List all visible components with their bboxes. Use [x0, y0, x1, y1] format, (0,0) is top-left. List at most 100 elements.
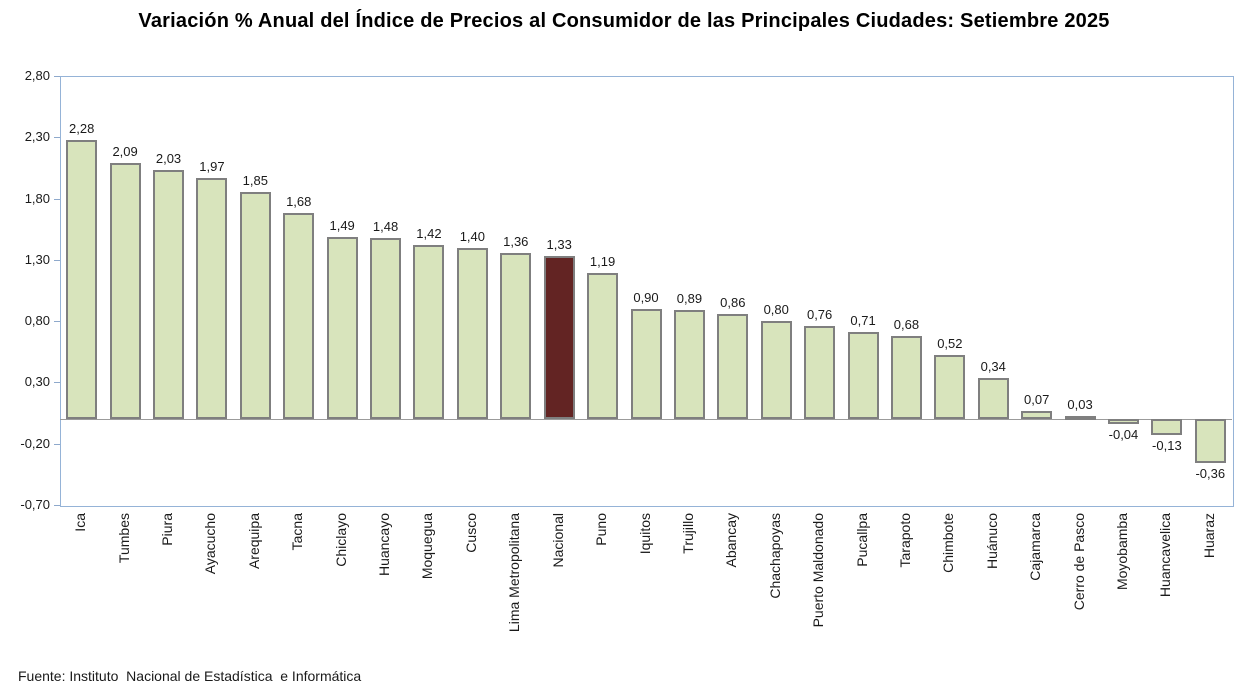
bar-piura [153, 170, 185, 420]
bar-cerro-de-pasco [1064, 415, 1096, 420]
y-tick-mark [54, 76, 60, 77]
chart-title: Variación % Anual del Índice de Precios … [138, 10, 1110, 32]
zero-axis-line [60, 419, 1232, 421]
bar-value-label: 0,90 [633, 289, 659, 305]
x-tick-label: Tacna [289, 513, 306, 551]
bar-value-label: 2,28 [69, 120, 95, 136]
y-tick-label: 1,30 [24, 251, 50, 267]
bar-value-label: 0,80 [763, 302, 789, 318]
bar-value-label: 1,19 [589, 254, 616, 270]
bar-ayacucho [196, 177, 228, 420]
bar-value-label: 0,52 [937, 336, 963, 352]
x-tick-label: Abancay [723, 513, 740, 568]
bar-value-label: -0,13 [1152, 438, 1182, 454]
x-tick-label: Lima Metropolitana [506, 513, 523, 633]
x-tick-label: Cusco [462, 513, 479, 553]
x-tick-label: Chimbote [940, 513, 957, 573]
bar-value-label: 2,03 [155, 151, 182, 167]
bar-value-label: 0,07 [1024, 391, 1050, 407]
bar-huancayo [370, 237, 402, 420]
y-tick-label: 1,80 [24, 190, 50, 206]
bar-value-label: 0,71 [850, 313, 876, 329]
bar-value-label: 1,42 [416, 226, 442, 242]
source-note: Fuente: Instituto Nacional de Estadístic… [18, 668, 362, 684]
y-tick-mark [54, 321, 60, 323]
bar-ica [66, 139, 98, 420]
bar-value-label: 1,48 [372, 218, 399, 234]
bar-cusco [456, 247, 488, 420]
y-tick-label: 0,30 [24, 374, 50, 390]
y-tick-mark [54, 505, 60, 506]
bar-value-label: 1,33 [546, 237, 572, 253]
x-tick-label: Tumbes [115, 513, 132, 564]
x-tick-label: Chachapoyas [766, 513, 783, 599]
bar-value-label: 1,40 [459, 228, 486, 244]
x-tick-label: Moyobamba [1113, 513, 1130, 591]
bar-huaraz [1194, 419, 1226, 464]
bar-value-label: -0,36 [1195, 466, 1226, 482]
x-tick-label: Chiclayo [332, 513, 349, 567]
bar-value-label: 1,68 [286, 194, 312, 210]
y-tick-label: 0,80 [24, 313, 50, 329]
x-tick-label: Cerro de Pasco [1070, 513, 1087, 611]
bar-chimbote [934, 355, 966, 420]
bar-chachapoyas [760, 321, 792, 420]
y-tick-mark [54, 198, 60, 200]
y-tick-label: -0,20 [20, 435, 50, 451]
x-tick-label: Piura [159, 513, 176, 546]
y-tick-label: -0,70 [20, 497, 50, 512]
bar-value-label: 0,76 [806, 307, 833, 323]
y-tick-mark [54, 259, 60, 261]
x-tick-label: Arequipa [245, 513, 262, 570]
y-tick-label: 2,80 [24, 68, 50, 83]
x-tick-label: Puno [593, 513, 610, 546]
bar-value-label: 0,89 [676, 291, 703, 307]
y-tick-label: 2,30 [24, 129, 50, 145]
bar-value-label: 2,09 [112, 144, 138, 160]
y-tick-mark [54, 382, 60, 384]
y-tick-mark [54, 443, 60, 445]
x-tick-label: Huaraz [1200, 513, 1217, 559]
bar-huancavelica [1151, 419, 1183, 436]
bar-value-label: 0,86 [720, 294, 746, 310]
bar-hu-nuco [977, 377, 1009, 420]
bar-arequipa [239, 192, 271, 420]
x-tick-label: Cajamarca [1027, 513, 1044, 581]
x-tick-label: Huancavelica [1157, 513, 1174, 598]
x-tick-label: Huánuco [983, 513, 1000, 570]
bar-value-label: 1,49 [329, 217, 355, 233]
bar-iquitos [630, 308, 662, 420]
bar-nacional [543, 256, 575, 420]
x-tick-label: Moquegua [419, 513, 436, 580]
bar-puno [587, 273, 619, 420]
bar-value-label: 1,36 [503, 233, 529, 249]
x-tick-label: Tarapoto [896, 513, 913, 568]
bar-cajamarca [1021, 410, 1053, 420]
bar-pucallpa [847, 332, 879, 420]
x-tick-label: Pucallpa [853, 513, 870, 567]
x-tick-label: Nacional [549, 513, 566, 568]
x-tick-label: Ayacucho [202, 513, 219, 575]
bar-moquegua [413, 245, 445, 420]
bar-value-label: 0,68 [893, 316, 920, 332]
bar-moyobamba [1107, 419, 1139, 425]
bar-tacna [283, 213, 315, 420]
bar-trujillo [673, 310, 705, 420]
bar-tumbes [109, 163, 141, 420]
bar-lima-metropolitana [500, 252, 532, 420]
bar-tarapoto [890, 335, 922, 420]
bar-value-label: 1,85 [242, 173, 268, 189]
y-tick-mark [54, 137, 60, 139]
x-tick-label: Huancayo [376, 513, 393, 577]
bar-value-label: -0,04 [1108, 427, 1139, 443]
x-tick-label: Iquitos [636, 513, 653, 555]
bar-value-label: 0,03 [1067, 396, 1093, 412]
bar-value-label: 1,97 [199, 158, 225, 174]
bar-value-label: 0,34 [980, 358, 1006, 374]
bar-abancay [717, 313, 749, 420]
bar-puerto-maldonado [804, 326, 836, 420]
bar-chiclayo [326, 236, 358, 420]
x-tick-label: Trujillo [679, 513, 696, 554]
x-tick-label: Ica [72, 513, 89, 532]
